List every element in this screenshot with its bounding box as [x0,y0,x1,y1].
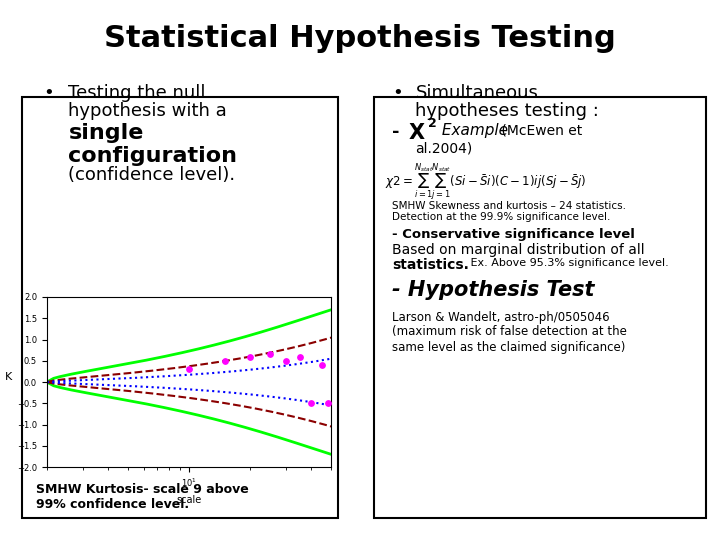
Point [322,399,333,408]
Text: single: single [68,123,144,143]
Text: -: - [392,123,406,141]
Text: $\chi 2=\sum_{i=1}^{N_{stat}}\sum_{j=1}^{N_{stat}}(Si-\bar{S}i)(C-1)ij(Sj-\bar{S: $\chi 2=\sum_{i=1}^{N_{stat}}\sum_{j=1}^… [385,162,587,204]
Point [280,356,292,365]
Text: Larson & Wandelt, astro-ph/0505046
(maximum risk of false detection at the
same : Larson & Wandelt, astro-ph/0505046 (maxi… [392,310,627,354]
X-axis label: scale: scale [176,495,202,505]
Text: Example: Example [437,123,508,138]
Text: X: X [408,123,424,143]
Point [294,352,305,361]
Text: •: • [43,84,54,102]
Text: SMHW Skewness and kurtosis – 24 statistics.
Detection at the 99.9% significance : SMHW Skewness and kurtosis – 24 statisti… [392,201,626,222]
Text: - Conservative significance level: - Conservative significance level [392,228,635,241]
Text: statistics.: statistics. [392,258,469,272]
Text: Based on marginal distribution of all: Based on marginal distribution of all [392,243,645,257]
Y-axis label: K: K [5,372,12,382]
Text: (confidence level).: (confidence level). [68,166,235,184]
Text: Statistical Hypothesis Testing: Statistical Hypothesis Testing [104,24,616,53]
Text: SMHW Kurtosis- scale 9 above
99% confidence level.: SMHW Kurtosis- scale 9 above 99% confide… [36,483,248,511]
Text: Ex. Above 95.3% significance level.: Ex. Above 95.3% significance level. [467,258,668,268]
Point [264,350,276,359]
Text: al.2004): al.2004) [415,141,473,156]
FancyBboxPatch shape [374,97,706,518]
Text: hypotheses testing :: hypotheses testing : [415,102,599,119]
Point [245,352,256,361]
Text: (McEwen et: (McEwen et [497,123,582,137]
Text: Simultaneous: Simultaneous [415,84,539,102]
Point [316,361,328,369]
Text: 2: 2 [428,117,437,130]
Text: - Hypothesis Test: - Hypothesis Test [392,280,595,300]
FancyBboxPatch shape [22,97,338,518]
Point [183,365,194,374]
Text: hypothesis with a: hypothesis with a [68,102,227,119]
Text: configuration: configuration [68,146,238,166]
Point [306,399,318,408]
Text: Testing the null: Testing the null [68,84,206,102]
Text: •: • [392,84,403,102]
Point [219,356,230,365]
